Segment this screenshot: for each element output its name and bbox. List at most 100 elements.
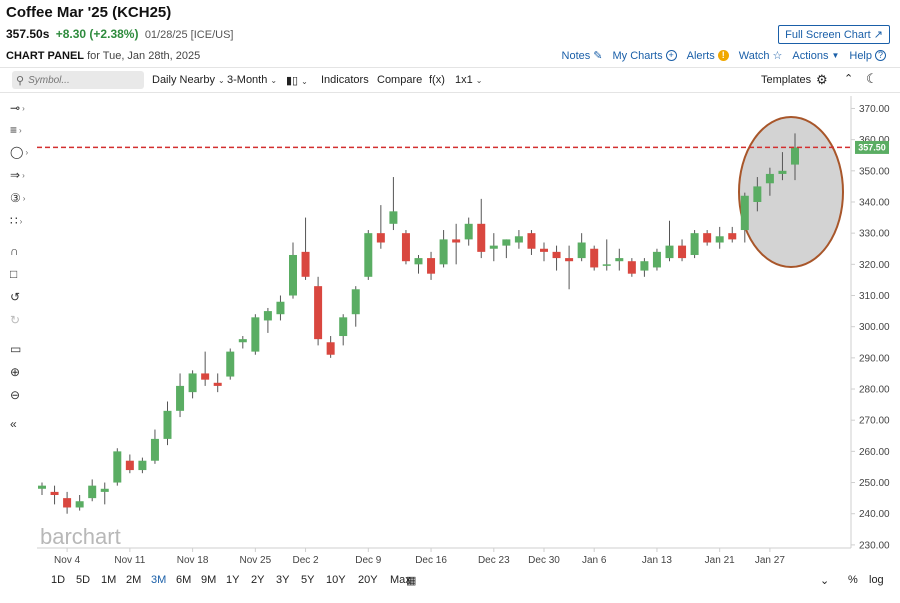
range-button-2y[interactable]: 2Y [251,574,265,586]
candle-body [602,264,611,266]
range-button-1y[interactable]: 1Y [226,574,240,586]
help-link[interactable]: Help? [849,50,886,62]
x-tick-label: Dec 9 [355,555,382,566]
chart-panel-title: CHART PANEL [6,50,85,62]
fib-tool-button[interactable]: ≡ › [10,121,32,139]
my-charts-link[interactable]: My Charts + [612,50,677,62]
collapse-icon[interactable]: ⌃ [844,73,854,85]
symbol-search-input[interactable] [28,74,129,86]
delete-button[interactable]: ▭ [10,340,32,358]
range-button-10y[interactable]: 10Y [326,574,346,586]
range-button-1m[interactable]: 1M [101,574,117,586]
candle [514,230,523,249]
candle-body [502,239,511,246]
log-toggle[interactable]: log [869,574,884,586]
watch-link[interactable]: Watch ☆ [739,49,783,63]
candle-body [665,245,674,259]
period-dropdown[interactable]: 3-Month ⌄ [227,74,277,86]
collapse-sidebar-button[interactable]: « [10,415,32,433]
zoom-out-button[interactable]: ⊖ [10,386,32,404]
range-button-9m[interactable]: 9M [201,574,217,586]
chevron-right-icon: › [22,193,26,203]
range-button-1d[interactable]: 1D [51,574,66,586]
candle [665,220,674,262]
magnet-button[interactable]: ∩ [10,242,32,260]
candlestick-icon: ▮▯ [286,75,299,87]
calendar-button[interactable]: ▦ [406,574,416,587]
quote-meta: 01/28/25 [ICE/US] [144,29,234,41]
double-chevron-left-icon: « [10,417,17,431]
y-tick-label: 330.00 [859,229,890,240]
layout-dropdown[interactable]: 1x1 ⌄ [455,74,482,86]
range-button-6m[interactable]: 6M [176,574,192,586]
line-tool-button[interactable]: ⊸ › [10,99,32,117]
barchart-watermark: barchart [40,524,121,549]
range-button-5d[interactable]: 5D [76,574,91,586]
notes-link[interactable]: Notes ✎ [562,49,603,63]
candle-body [113,451,122,483]
templates-button[interactable]: Templates [761,74,812,86]
scroll-end-button[interactable]: ⌄ [820,574,829,587]
candle-body [75,501,84,508]
trash-icon: ▭ [10,342,22,356]
x-tick-label: Dec 2 [292,555,319,566]
dark-mode-icon[interactable]: ☾ [866,71,878,86]
fx-button[interactable]: f(x) [429,74,445,86]
candle [88,479,97,502]
candle-body [439,239,448,265]
y-tick-label: 340.00 [859,197,890,208]
candle-body [201,373,210,380]
full-screen-chart-button[interactable]: Full Screen Chart ↗ [778,25,890,44]
candle-body [226,351,235,377]
candle-body [351,289,360,315]
range-button-3y[interactable]: 3Y [276,574,290,586]
range-button-20y[interactable]: 20Y [358,574,378,586]
x-tick-label: Dec 16 [415,555,447,566]
candle-body [715,236,724,243]
highlight-ellipse[interactable] [738,116,844,268]
zoom-in-button[interactable]: ⊕ [10,363,32,381]
gear-icon[interactable]: ⚙ [816,72,828,87]
candle [464,217,473,246]
pattern-tool-button[interactable]: ∷ › [10,212,32,230]
candle-body [389,211,398,224]
candle-body [427,258,436,274]
actions-label: Actions [792,49,829,62]
aggregation-dropdown[interactable]: Daily Nearby ⌄ [152,74,225,86]
symbol-search[interactable]: ⚲ [12,71,144,89]
pattern-icon: ∷ [10,214,18,228]
alerts-link[interactable]: Alerts! [687,50,729,62]
indicators-button[interactable]: Indicators [321,74,369,86]
x-tick-label: Jan 27 [755,555,785,566]
shape-tool-button[interactable]: ◯ › [10,143,32,161]
undo-button[interactable]: ↺ [10,288,32,306]
range-button-max[interactable]: Max [390,574,411,586]
actions-menu[interactable]: Actions ▼ [792,50,839,62]
x-axis-ticks: Nov 4 Nov 11 Nov 18 Nov 25 Dec 2 Dec 9 Dec 16 D… [54,548,785,566]
x-tick-label: Dec 23 [478,555,510,566]
candle-body [213,382,222,386]
candle [113,448,122,486]
chart-type-dropdown[interactable]: ▮▯ ⌄ [286,74,308,87]
candle-body [176,385,185,411]
redo-button[interactable]: ↻ [10,311,32,329]
arrow-tool-button[interactable]: ⇒ › [10,166,32,184]
range-button-3m[interactable]: 3M [151,574,167,586]
candle-body [514,236,523,243]
candle-body [364,233,373,277]
lock-button[interactable]: □ [10,265,32,283]
range-button-2m[interactable]: 2M [126,574,142,586]
y-tick-label: 280.00 [859,385,890,396]
counter-tool-button[interactable]: ③ › [10,189,32,207]
candle [276,295,285,321]
percent-toggle[interactable]: % [848,574,858,586]
candle-body [540,248,548,252]
range-button-5y[interactable]: 5Y [301,574,315,586]
chart-panel-label: CHART PANEL for Tue, Jan 28th, 2025 [6,50,200,62]
candle-body [753,186,762,202]
double-chevron-down-icon: ⌄ [820,575,830,587]
candle [652,248,661,271]
compare-button[interactable]: Compare [377,74,423,86]
candle-body [489,245,498,249]
